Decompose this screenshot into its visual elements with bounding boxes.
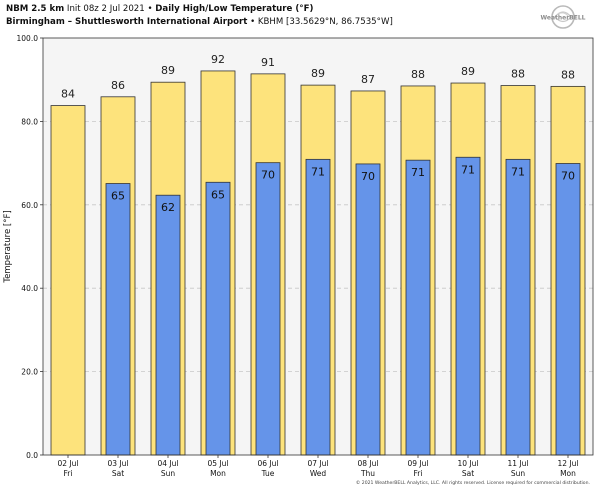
x-tick-day: Mon [210, 469, 226, 478]
init-time: Init 08z 2 Jul 2021 [66, 4, 145, 14]
x-tick-date: 06 Jul [258, 459, 279, 468]
location-name: Birmingham – Shuttlesworth International… [6, 17, 248, 27]
low-temp-label: 70 [561, 170, 575, 183]
x-tick-date: 12 Jul [558, 459, 579, 468]
y-tick-label: 80.0 [21, 117, 38, 126]
y-tick-label: 0.0 [26, 451, 38, 460]
low-temp-bar [205, 181, 231, 456]
x-tick-day: Wed [310, 469, 327, 478]
low-temp-bar [305, 158, 331, 456]
chart-header: NBM 2.5 km Init 08z 2 Jul 2021 • Daily H… [6, 3, 393, 29]
low-temp-bar [455, 156, 481, 456]
low-temp-label: 65 [111, 190, 125, 203]
high-temp-label: 89 [461, 65, 475, 78]
low-temp-bar [155, 194, 181, 456]
x-tick-day: Thu [360, 469, 375, 478]
low-temp-label: 71 [411, 166, 425, 179]
x-tick-day: Fri [64, 469, 73, 478]
x-tick-day: Tue [261, 469, 275, 478]
header-line-2: Birmingham – Shuttlesworth International… [6, 16, 393, 29]
logo-text: WeatherBELL [540, 15, 585, 22]
y-tick-label: 100.0 [17, 34, 39, 43]
x-tick-day: Mon [560, 469, 576, 478]
low-temp-label: 71 [511, 165, 525, 178]
x-tick-date: 04 Jul [158, 459, 179, 468]
chart-title: Daily High/Low Temperature (°F) [155, 4, 314, 14]
x-tick-day: Sun [511, 469, 526, 478]
low-temp-label: 70 [261, 169, 275, 182]
x-tick-date: 11 Jul [508, 459, 529, 468]
x-tick-day: Sat [462, 469, 474, 478]
x-tick-date: 07 Jul [308, 459, 329, 468]
x-tick-day: Sat [112, 469, 124, 478]
low-temp-label: 71 [461, 163, 475, 176]
high-temp-label: 89 [311, 67, 325, 80]
low-temp-bar [105, 183, 131, 456]
high-temp-label: 88 [411, 68, 425, 81]
high-temp-label: 92 [211, 53, 225, 66]
x-tick-day: Fri [414, 469, 423, 478]
high-temp-label: 88 [511, 68, 525, 81]
low-temp-label: 62 [161, 201, 175, 214]
low-temp-label: 70 [361, 170, 375, 183]
y-axis-ticks: 0.0 20.0 40.0 60.0 80.0 100.0 [17, 34, 43, 460]
copyright-notice: © 2021 WeatherBELL Analytics, LLC. All r… [355, 481, 590, 486]
header-separator-2: • [250, 17, 256, 27]
high-temp-bar [50, 105, 86, 456]
station-info: KBHM [33.5629°N, 86.7535°W] [257, 17, 393, 27]
y-tick-label: 20.0 [21, 368, 38, 377]
high-temp-label: 91 [261, 56, 275, 69]
high-temp-label: 89 [161, 64, 175, 77]
y-tick-label: 60.0 [21, 201, 38, 210]
bars: 84 86 65 89 62 92 65 91 70 89 71 87 70 88 71 89 71 88 71 88… [50, 53, 586, 456]
low-temp-bar [555, 163, 581, 456]
low-temp-label: 71 [311, 165, 325, 178]
low-temp-bar [255, 162, 281, 456]
low-temp-bar [405, 159, 431, 456]
high-temp-label: 87 [361, 73, 375, 86]
high-temp-label: 84 [61, 88, 75, 101]
low-temp-bar [355, 163, 381, 456]
x-tick-date: 09 Jul [408, 459, 429, 468]
high-temp-label: 88 [561, 68, 575, 81]
header-line-1: NBM 2.5 km Init 08z 2 Jul 2021 • Daily H… [6, 3, 393, 16]
low-temp-label: 65 [211, 188, 225, 201]
low-temp-bar [505, 158, 531, 456]
weatherbell-logo-icon: WeatherBELL [540, 5, 586, 29]
x-tick-date: 08 Jul [358, 459, 379, 468]
x-tick-date: 03 Jul [108, 459, 129, 468]
header-separator: • [147, 4, 153, 14]
x-tick-date: 02 Jul [58, 459, 79, 468]
y-axis-label: Temperature [°F] [3, 210, 13, 283]
x-tick-day: Sun [161, 469, 176, 478]
x-tick-date: 10 Jul [458, 459, 479, 468]
high-temp-label: 86 [111, 79, 125, 92]
x-tick-date: 05 Jul [208, 459, 229, 468]
y-tick-label: 40.0 [21, 284, 38, 293]
model-name: NBM 2.5 km [6, 4, 65, 14]
